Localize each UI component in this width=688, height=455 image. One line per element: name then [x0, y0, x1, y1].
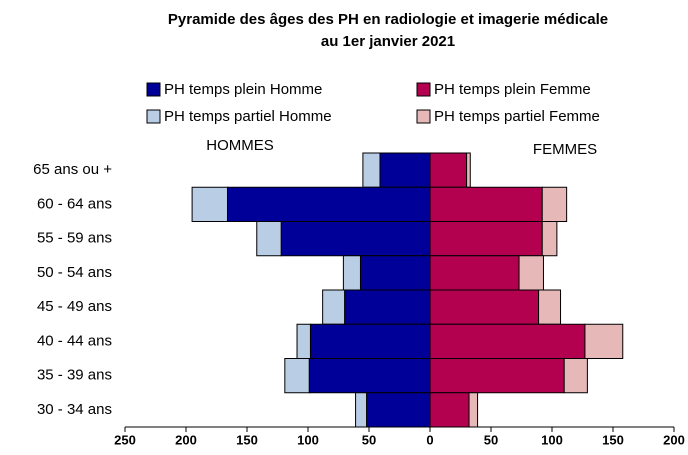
x-tick-label: 150 — [236, 432, 258, 447]
y-tick-label: 55 - 59 ans — [37, 230, 112, 247]
chart-title: Pyramide des âges des PH en radiologie e… — [168, 11, 608, 28]
bar — [468, 392, 479, 428]
bar — [362, 152, 381, 188]
y-tick-label: 35 - 39 ans — [37, 367, 112, 384]
y-tick-label: 50 - 54 ans — [37, 264, 112, 281]
x-tick-label: 200 — [663, 432, 685, 447]
bar — [538, 289, 562, 325]
bar — [309, 323, 431, 359]
y-tick-label: 60 - 64 ans — [37, 195, 112, 212]
x-tick-label: 50 — [484, 432, 498, 447]
chart-subtitle: au 1er janvier 2021 — [321, 33, 455, 50]
bar — [429, 392, 470, 428]
bar — [322, 289, 346, 325]
y-tick-label: 45 - 49 ans — [37, 298, 112, 315]
y-tick-label: 30 - 34 ans — [37, 401, 112, 418]
legend-label: PH temps partiel Femme — [434, 108, 600, 125]
bar — [429, 152, 468, 188]
legend-label: PH temps partiel Homme — [164, 108, 332, 125]
bar — [429, 221, 543, 257]
bar — [308, 358, 431, 394]
left-label: HOMMES — [206, 137, 274, 154]
x-tick-label: 150 — [602, 432, 624, 447]
bar — [344, 289, 431, 325]
x-tick-label: 100 — [541, 432, 563, 447]
bar — [379, 152, 431, 188]
y-tick-label: 65 ans ou + — [33, 161, 112, 178]
legend-label: PH temps plein Homme — [164, 81, 322, 98]
bar — [366, 392, 431, 428]
x-tick-label: 100 — [297, 432, 319, 447]
legend-swatch — [416, 109, 431, 124]
bar — [284, 358, 310, 394]
bar — [563, 358, 588, 394]
bar — [296, 323, 311, 359]
bar — [226, 186, 431, 222]
bar — [429, 323, 586, 359]
bar — [429, 358, 565, 394]
bar — [191, 186, 228, 222]
bar — [429, 186, 543, 222]
bar — [466, 152, 471, 188]
legend-label: PH temps plein Femme — [434, 81, 591, 98]
bar — [518, 255, 544, 291]
legend-swatch — [146, 82, 161, 97]
bar — [429, 289, 540, 325]
bar — [355, 392, 368, 428]
bar — [342, 255, 361, 291]
legend-swatch — [146, 109, 161, 124]
bar — [256, 221, 282, 257]
bar — [429, 255, 520, 291]
x-tick-label: 200 — [175, 432, 197, 447]
x-tick-label: 50 — [362, 432, 376, 447]
x-tick-label: 250 — [114, 432, 136, 447]
legend-swatch — [416, 82, 431, 97]
bar — [541, 186, 568, 222]
bar — [359, 255, 431, 291]
right-label: FEMMES — [533, 141, 597, 158]
y-tick-label: 40 - 44 ans — [37, 332, 112, 349]
x-tick-label: 0 — [426, 432, 433, 447]
bar — [280, 221, 431, 257]
bar — [541, 221, 558, 257]
bar — [584, 323, 624, 359]
